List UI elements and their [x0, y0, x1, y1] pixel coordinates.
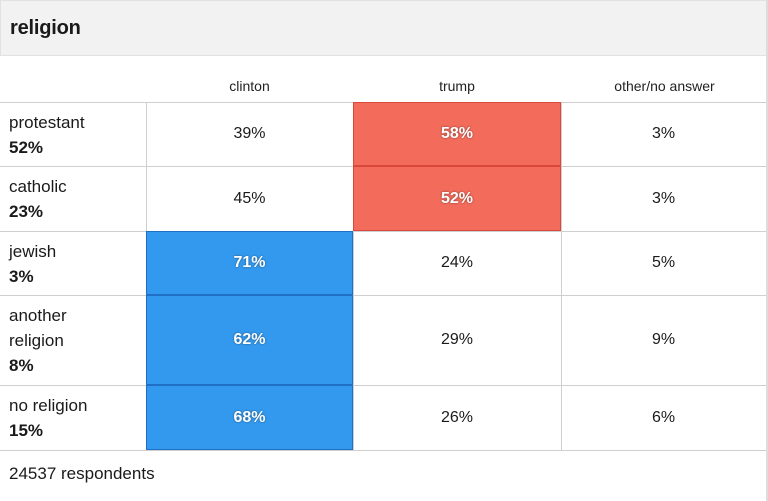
- cell-trump: 26%: [440, 408, 474, 426]
- row-label: protestant 52%: [9, 110, 139, 160]
- column-header-other: other/no answer: [614, 78, 715, 94]
- row-label-share: 23%: [9, 202, 44, 221]
- cell-clinton: 71%: [146, 231, 353, 295]
- row-label: no religion 15%: [9, 393, 139, 443]
- row-label: jewish 3%: [9, 239, 139, 289]
- row-divider: [0, 385, 766, 386]
- row-label-share: 8%: [9, 356, 34, 375]
- row-divider: [0, 450, 766, 451]
- row-label-name: jewish: [9, 242, 57, 261]
- row-divider: [0, 295, 766, 296]
- row-label: catholic 23%: [9, 174, 139, 224]
- column-header-clinton: clinton: [229, 78, 270, 94]
- cell-other: 3%: [651, 189, 676, 207]
- cell-trump: 52%: [353, 166, 561, 231]
- cell-clinton: 45%: [233, 189, 266, 207]
- column-header-trump: trump: [439, 78, 475, 94]
- row-label-name: protestant: [9, 113, 85, 132]
- cell-trump: 29%: [440, 331, 474, 348]
- cell-clinton: 62%: [146, 295, 353, 385]
- column-divider: [561, 102, 562, 450]
- row-label-name: no religion: [9, 396, 88, 415]
- cell-clinton: 39%: [233, 125, 266, 142]
- right-border: [766, 0, 768, 501]
- cell-trump: 24%: [440, 254, 474, 271]
- row-label: another religion 8%: [9, 303, 139, 378]
- row-divider: [0, 231, 766, 232]
- cell-other: 5%: [651, 254, 676, 271]
- row-label-share: 15%: [9, 421, 44, 440]
- cell-trump: 58%: [353, 102, 561, 166]
- cell-other: 9%: [651, 331, 676, 348]
- row-label-name: catholic: [9, 177, 67, 196]
- row-label-share: 3%: [9, 267, 34, 286]
- respondents-count: 24537 respondents: [9, 464, 155, 483]
- row-label-name: another religion: [9, 306, 67, 350]
- cell-clinton: 68%: [146, 385, 353, 450]
- column-divider: [353, 102, 354, 450]
- cell-other: 6%: [651, 408, 676, 426]
- table-title: religion: [10, 17, 81, 39]
- table-header-bar: religion: [0, 0, 768, 56]
- row-label-share: 52%: [9, 138, 44, 157]
- cell-other: 3%: [651, 125, 676, 142]
